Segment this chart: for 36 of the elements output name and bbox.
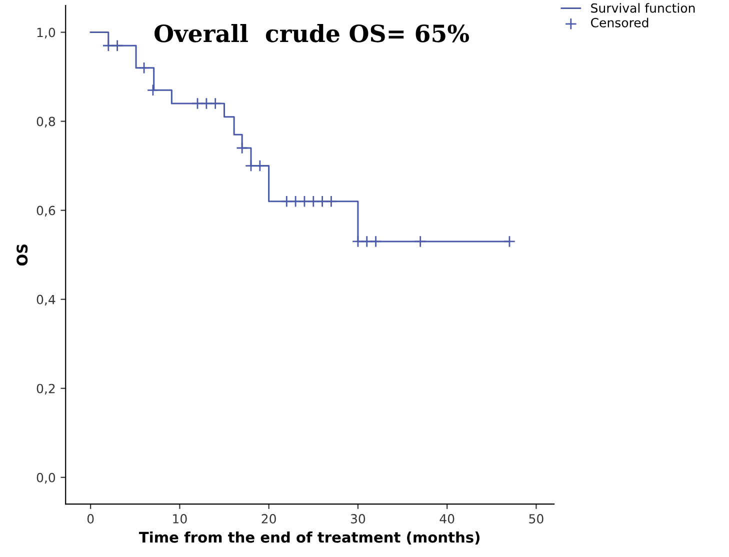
point xyxy=(316,195,328,208)
point xyxy=(200,97,213,110)
y-tick-label: 1,0 xyxy=(37,28,56,38)
point xyxy=(298,195,311,208)
point xyxy=(209,97,222,110)
point xyxy=(414,235,426,248)
legend-label: Censored xyxy=(590,18,648,28)
x-tick-label: 20 xyxy=(262,514,276,524)
point xyxy=(289,195,302,208)
x-tick-label: 30 xyxy=(350,514,366,524)
y-tick-label: 0,2 xyxy=(36,384,55,395)
point xyxy=(503,235,516,248)
annotation: Overall crude OS= 65% xyxy=(154,24,470,42)
y-tick-label: 0,4 xyxy=(36,294,56,306)
point xyxy=(352,235,364,248)
y-tick-label: 0,8 xyxy=(36,116,56,128)
x-tick-label: 0 xyxy=(87,514,94,524)
point xyxy=(102,40,114,52)
point xyxy=(111,40,124,52)
point xyxy=(360,235,373,248)
point xyxy=(325,195,338,208)
x-tick-label: 10 xyxy=(173,514,187,524)
point xyxy=(146,84,160,96)
point xyxy=(307,195,320,208)
y-tick-label: 0,6 xyxy=(36,206,56,217)
point xyxy=(138,62,150,74)
x-axis-title: Time from the end of treatment (months) xyxy=(138,531,480,544)
y-tick-label: 0,0 xyxy=(36,472,56,484)
point xyxy=(236,142,248,154)
y-axis-title: OS xyxy=(16,244,28,266)
point xyxy=(370,235,382,248)
legend-label: Survival function xyxy=(591,3,695,13)
x-tick-label: 50 xyxy=(529,514,544,524)
x-tick-label: 40 xyxy=(440,514,454,524)
point xyxy=(191,97,204,110)
point xyxy=(280,195,293,208)
